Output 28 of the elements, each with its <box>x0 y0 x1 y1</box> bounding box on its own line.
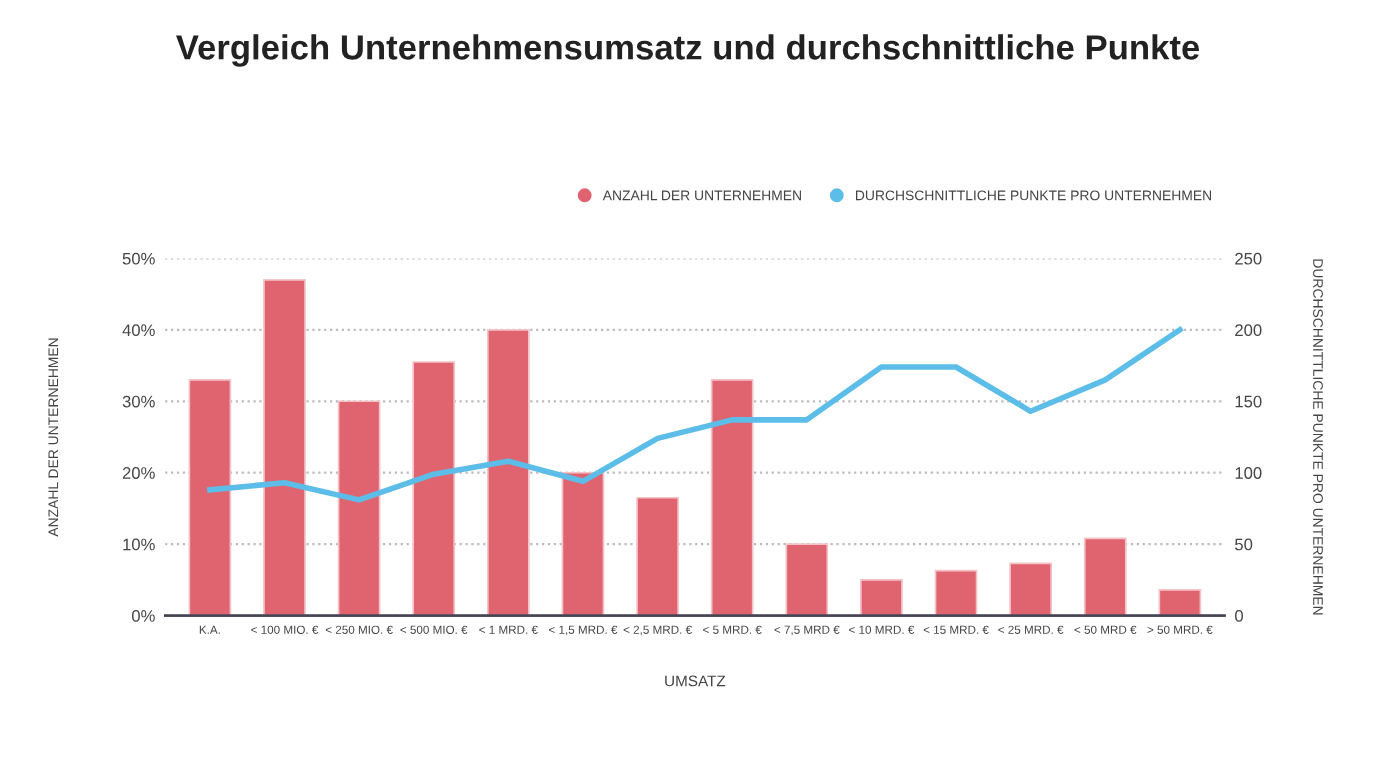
bar <box>785 543 829 616</box>
bar <box>263 278 306 616</box>
y-tick-label: 40% <box>122 324 155 337</box>
bar <box>337 400 381 616</box>
y-tick-label: 0% <box>131 610 155 622</box>
y-tick-label: 10% <box>123 538 155 551</box>
bar <box>1158 589 1202 616</box>
y-tick-label: 30% <box>122 395 155 408</box>
y2-tick-label: 150 <box>1235 395 1262 408</box>
bar <box>412 361 456 616</box>
line-series <box>207 327 1183 503</box>
bar <box>188 379 232 616</box>
y-tick-label: 50% <box>122 252 155 265</box>
bar <box>486 329 530 616</box>
bar <box>860 579 903 616</box>
bar <box>561 471 605 616</box>
bar <box>1083 537 1127 616</box>
bar <box>934 569 978 616</box>
y-tick-label: 20% <box>122 467 155 479</box>
bar <box>710 379 754 616</box>
y2-tick-label: 0 <box>1235 610 1243 622</box>
y2-tick-label: 100 <box>1235 467 1262 479</box>
y2-tick-label: 50 <box>1235 538 1253 551</box>
bar <box>1009 562 1052 616</box>
y2-tick-label: 250 <box>1235 252 1262 265</box>
y2-tick-label: 200 <box>1235 324 1262 337</box>
bar <box>636 496 679 616</box>
chart-title: Vergleich Unternehmensumsatz und durchschnittliche Punkte <box>176 34 1200 67</box>
